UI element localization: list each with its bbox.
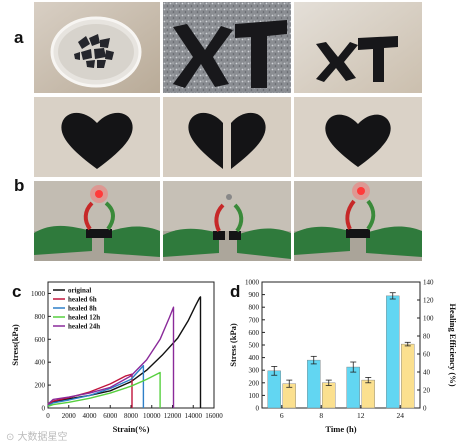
x-tick-label: 24	[397, 411, 405, 420]
y-tick-label: 700	[249, 316, 260, 324]
y-tick-label: 500	[249, 342, 260, 350]
legend-label: healed 6h	[68, 296, 97, 304]
photo-xt-letters-on-wood	[294, 2, 422, 93]
bar	[322, 382, 336, 409]
x-axis-title: Strain(%)	[113, 424, 150, 434]
photo-led-circuit-original	[34, 181, 160, 261]
x-tick-label: 8	[319, 411, 323, 420]
series-line-original	[47, 296, 202, 408]
y-tick-label: 200	[249, 379, 260, 387]
stress-efficiency-bar-chart: 0 100 200 300 400 500 600 700 800 900 1000 0 20 40 60 8…	[228, 279, 458, 435]
y2-tick-label: 100	[423, 315, 434, 323]
x-tick-label: 14000	[185, 412, 203, 420]
legend-label: healed 12h	[68, 314, 100, 322]
y-tick-label: 0	[42, 405, 46, 413]
y-tick-label: 800	[35, 313, 46, 321]
x-tick-label: 0	[46, 412, 50, 420]
series-line-healed-12h	[47, 371, 161, 408]
y2-tick-label: 140	[423, 279, 434, 287]
y2-tick-label: 120	[423, 297, 434, 305]
y-axis-title: Stress(kPa)	[10, 324, 20, 366]
x-tick-label: 16000	[205, 412, 223, 420]
photo-heart-healed	[294, 97, 422, 177]
y2-tick-label: 60	[423, 351, 431, 359]
x-tick-label: 12	[357, 411, 365, 420]
bar	[361, 379, 375, 409]
legend-label: healed 24h	[68, 323, 100, 331]
y-tick-label: 100	[249, 392, 260, 400]
y-tick-label: 900	[249, 291, 260, 299]
y2-tick-label: 0	[423, 405, 427, 413]
x-tick-label: 12000	[164, 412, 182, 420]
panel-b-label: b	[14, 176, 25, 195]
y2-tick-label: 40	[423, 369, 431, 377]
y-tick-label: 1000	[31, 290, 46, 298]
y2-axis-title: Healing Efficiency (%)	[448, 303, 458, 386]
bar	[401, 343, 415, 409]
legend-label: healed 8h	[68, 305, 97, 313]
panel-c-label: c	[12, 282, 22, 301]
y-tick-label: 300	[249, 367, 260, 375]
photo-heart-cut	[163, 97, 291, 177]
watermark: ⊙ 大数据星空	[6, 432, 68, 443]
bar	[267, 370, 281, 409]
photo-xt-letters-on-glitter	[163, 2, 291, 93]
y-tick-label: 800	[249, 304, 260, 312]
photo-heart-intact	[34, 97, 160, 177]
panel-a-label: a	[14, 28, 24, 47]
x-tick-label: 6	[280, 411, 284, 420]
photo-petri-dish-fragments	[34, 2, 160, 93]
x-tick-label: 6000	[103, 412, 118, 420]
bar	[307, 359, 321, 409]
x-tick-label: 2000	[62, 412, 77, 420]
y-tick-label: 1000	[245, 279, 260, 287]
y2-tick-label: 20	[423, 387, 431, 395]
panel-d-label: d	[230, 282, 241, 301]
bar	[386, 295, 400, 409]
x-tick-label: 4000	[83, 412, 98, 420]
stress-strain-chart: 0 2000 4000 6000 8000 10000 12000 14000 16000 0 20…	[10, 281, 223, 434]
y-tick-label: 600	[249, 329, 260, 337]
x-tick-label: 8000	[124, 412, 139, 420]
photo-led-circuit-cut	[163, 181, 291, 261]
y-tick-label: 600	[35, 336, 46, 344]
y2-tick-label: 80	[423, 333, 431, 341]
y-tick-label: 200	[35, 382, 46, 390]
photo-led-circuit-healed	[294, 181, 422, 261]
bar	[346, 366, 360, 409]
legend-label: original	[68, 287, 91, 295]
y-tick-label: 400	[249, 354, 260, 362]
y-tick-label: 0	[256, 405, 260, 413]
y-axis-title: Stress (kPa)	[228, 323, 238, 367]
x-tick-label: 10000	[143, 412, 161, 420]
series-line-healed-6h	[47, 373, 133, 408]
y-tick-label: 400	[35, 359, 46, 367]
series-line-healed-24h	[47, 306, 175, 408]
x-axis-title: Time (h)	[325, 424, 356, 434]
series-line-healed-8h	[47, 364, 145, 408]
